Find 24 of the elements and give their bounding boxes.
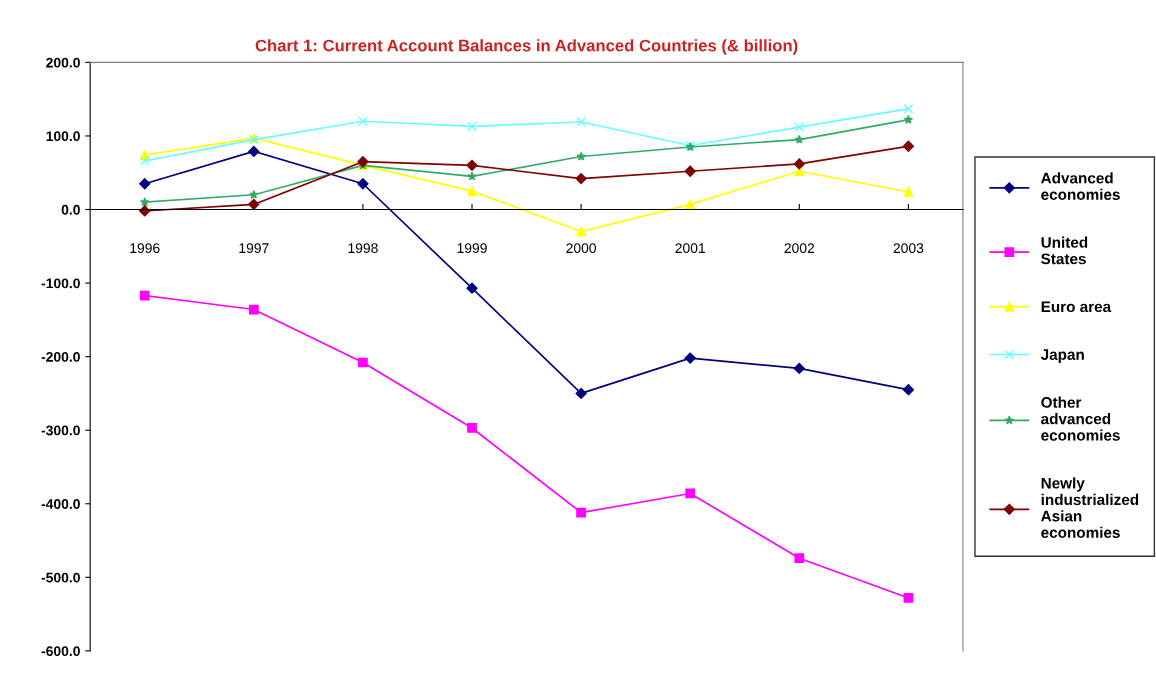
- x-tick-label: 1999: [457, 243, 487, 254]
- legend-label: United States: [1041, 236, 1088, 265]
- x-tick-label: 2000: [566, 243, 597, 254]
- x-tick-label: 1996: [130, 243, 160, 254]
- x-tick-label: 2003: [893, 243, 924, 254]
- y-tick-label: 0.0: [61, 204, 80, 215]
- y-tick-label: -200.0: [41, 351, 80, 362]
- legend-label: Other advanced economies: [1041, 396, 1120, 441]
- x-tick-label: 1997: [239, 243, 269, 254]
- y-tick-label: 100.0: [46, 131, 80, 142]
- y-tick-label: -600.0: [41, 646, 80, 657]
- x-tick-label: 1998: [348, 243, 378, 254]
- legend-label: Euro area: [1041, 301, 1112, 313]
- y-tick-label: -500.0: [41, 572, 80, 583]
- y-tick-label: -100.0: [41, 278, 80, 289]
- legend-label: Japan: [1040, 349, 1084, 363]
- chart-title: Chart 1: Current Account Balances in Advanced Countries (& billion): [255, 39, 798, 55]
- y-tick-label: 200.0: [46, 57, 80, 68]
- x-tick-label: 2001: [675, 243, 705, 254]
- legend-label: Newly industrialized Asian economies: [1041, 477, 1139, 538]
- y-tick-label: -300.0: [41, 425, 80, 436]
- legend-label: Advanced economies: [1041, 172, 1120, 200]
- x-tick-label: 2002: [784, 243, 815, 254]
- y-tick-label: -400.0: [41, 499, 80, 509]
